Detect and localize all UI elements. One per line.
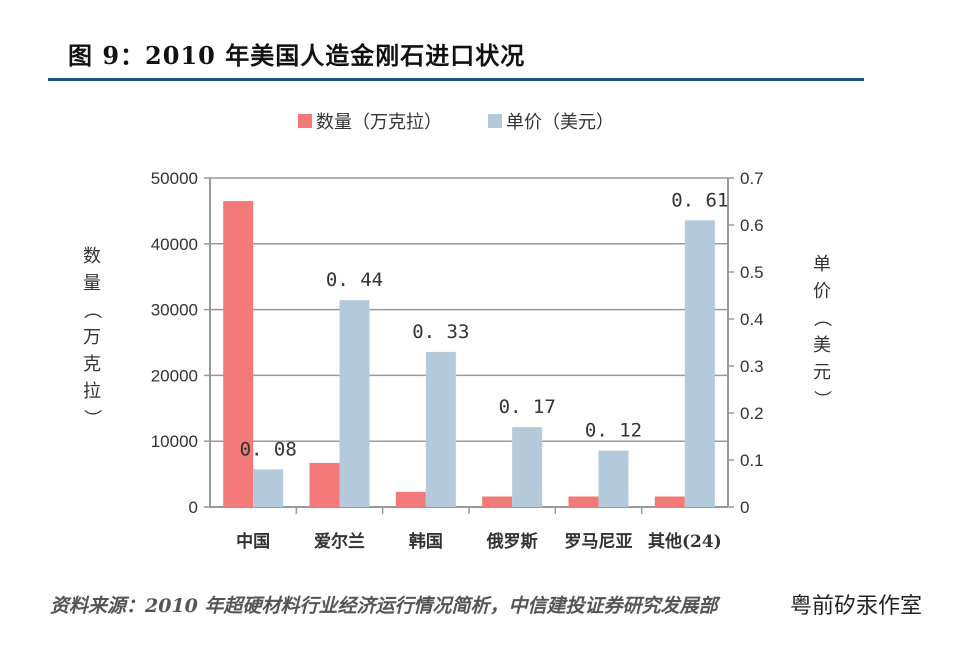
legend-label-quantity: 数量（万克拉） [316, 112, 442, 133]
title-rule [48, 78, 864, 81]
y2-axis-title: （ [811, 309, 832, 327]
y2-tick-label: 0.2 [740, 404, 764, 423]
bar-price [598, 450, 629, 507]
data-label: 0. 12 [585, 420, 642, 442]
bar-quantity [482, 496, 513, 507]
y2-tick-label: 0.5 [740, 263, 764, 282]
x-tick-label: 俄罗斯 [486, 531, 538, 552]
y-axis-title: （ [81, 301, 102, 319]
data-label: 0. 61 [671, 189, 728, 211]
y-tick-label: 20000 [151, 366, 198, 385]
y2-tick-label: 0.1 [740, 451, 764, 470]
bar-quantity [654, 496, 685, 507]
bar-quantity [309, 462, 340, 507]
legend-label-price: 单价（美元） [506, 112, 614, 133]
y2-tick-label: 0.4 [740, 310, 764, 329]
bar-price [512, 427, 543, 507]
y2-tick-label: 0 [740, 498, 749, 517]
y2-axis-title: 单 [813, 254, 831, 275]
bar-price [339, 300, 370, 507]
data-label: 0. 33 [412, 321, 469, 343]
y-tick-label: 40000 [151, 235, 198, 254]
y-axis-title: 万 [83, 327, 101, 348]
source-note: 资料来源：2010 年超硬材料行业经济运行情况简析，中信建投证券研究发展部 [50, 595, 718, 617]
bar-price [253, 469, 284, 507]
data-label: 0. 08 [240, 438, 297, 460]
x-tick-label: 罗马尼亚 [565, 532, 633, 552]
y-axis-title: ） [81, 409, 102, 427]
y-axis-title: 量 [83, 273, 101, 294]
x-tick-label: 其他(24) [648, 531, 722, 552]
y2-tick-label: 0.6 [740, 216, 764, 235]
bar-quantity [395, 491, 426, 507]
y2-tick-label: 0.3 [740, 357, 764, 376]
x-tick-label: 中国 [236, 531, 270, 552]
bar-quantity [223, 201, 254, 507]
bar-price [425, 351, 456, 507]
figure-title: 图 9：2010 年美国人造金刚石进口状况 [68, 41, 526, 70]
bar-quantity [568, 496, 599, 507]
data-label: 0. 44 [326, 269, 383, 291]
y2-axis-title: 价 [813, 281, 831, 302]
y-tick-label: 0 [189, 498, 198, 517]
watermark: 粤前矽汞作室 [790, 594, 923, 619]
y-axis-title: 克 [83, 354, 101, 375]
x-tick-label: 爱尔兰 [314, 531, 365, 552]
data-label: 0. 17 [499, 396, 556, 418]
y-axis-title: 数 [83, 246, 101, 267]
y2-axis-title: 美 [813, 335, 831, 356]
y-tick-label: 30000 [151, 301, 198, 320]
y-axis-title: 拉 [83, 381, 101, 402]
y2-axis-title: ） [811, 390, 832, 408]
x-tick-label: 韩国 [409, 531, 443, 552]
legend-swatch-price [488, 114, 502, 128]
y2-tick-label: 0.7 [740, 169, 764, 188]
legend-swatch-quantity [298, 114, 312, 128]
y-tick-label: 50000 [151, 169, 198, 188]
bar-price [684, 220, 715, 508]
y-tick-label: 10000 [151, 432, 198, 451]
y2-axis-title: 元 [813, 362, 831, 383]
